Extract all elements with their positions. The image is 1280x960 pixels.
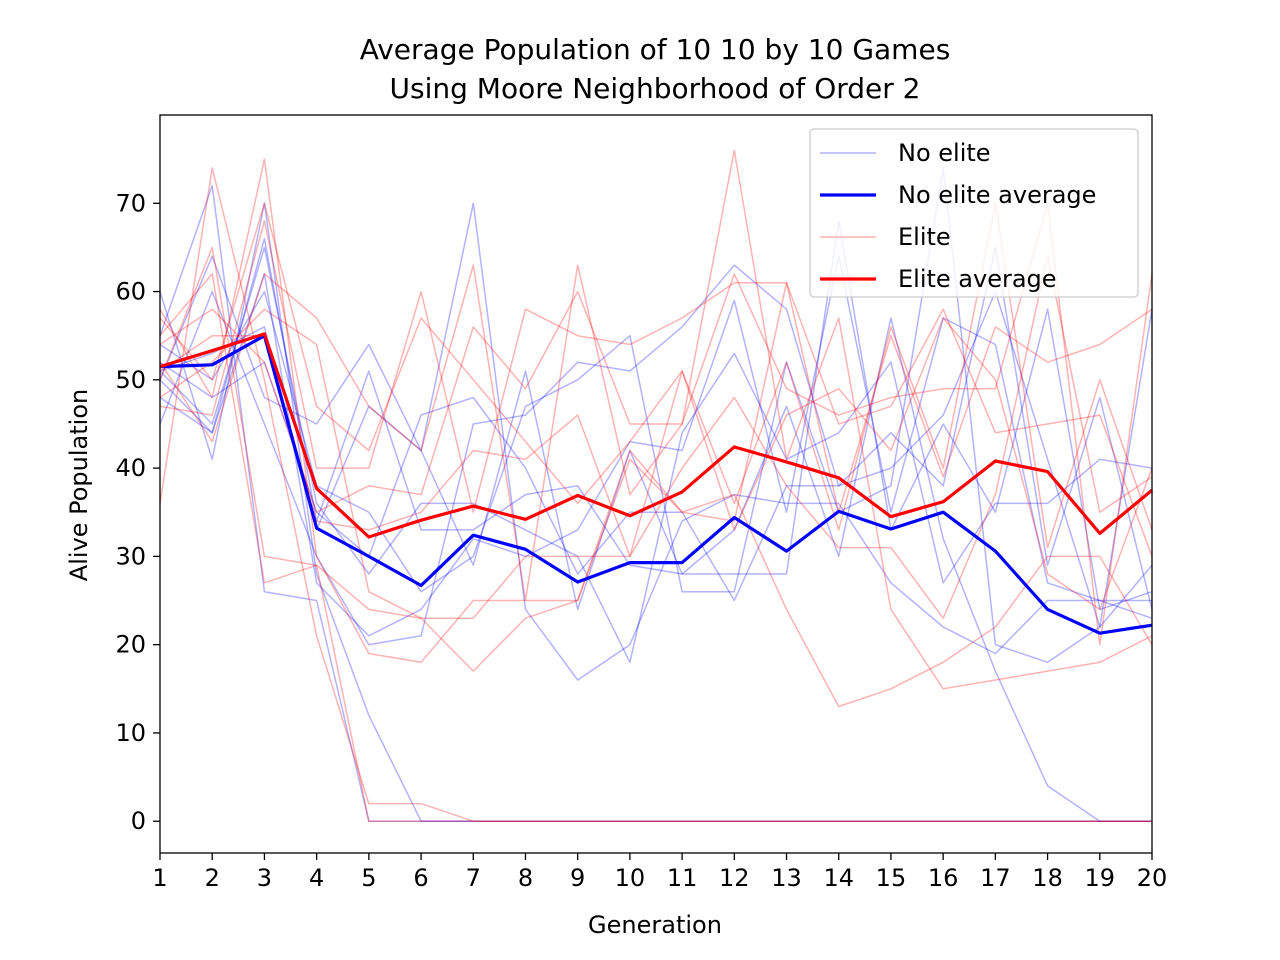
x-tick-label: 2 <box>205 864 220 892</box>
series-lines <box>159 149 1153 822</box>
elite-run-line-7 <box>159 220 1153 557</box>
legend-label: No elite average <box>898 181 1096 209</box>
x-tick-label: 8 <box>518 864 533 892</box>
x-tick-label: 13 <box>771 864 802 892</box>
elite-run-line-4 <box>159 149 1153 690</box>
x-tick-label: 16 <box>928 864 959 892</box>
elite-run-line-2 <box>159 158 1153 708</box>
no-elite-run-line-7 <box>159 167 1153 664</box>
x-tick-label: 17 <box>980 864 1011 892</box>
y-tick-label: 50 <box>115 366 146 394</box>
elite-run-line-5 <box>159 255 1153 619</box>
x-tick-label: 3 <box>257 864 272 892</box>
legend-label: No elite <box>898 139 991 167</box>
average-lines <box>159 332 1154 635</box>
x-tick-label: 1 <box>152 864 167 892</box>
x-tick-label: 12 <box>719 864 750 892</box>
no-elite-run-line-2 <box>159 184 1152 822</box>
x-tick-label: 14 <box>823 864 854 892</box>
elite-run-line-8 <box>159 202 1153 646</box>
elite-run-line-3 <box>159 246 1152 822</box>
no-elite-run-line-6 <box>159 246 1153 664</box>
legend: No elite No elite average Elite Elite avera… <box>809 128 1139 298</box>
legend-label: Elite <box>898 223 951 251</box>
y-tick-label: 0 <box>131 807 146 835</box>
x-tick-label: 18 <box>1032 864 1063 892</box>
elite-average-line <box>159 332 1154 539</box>
no-elite-average-line <box>159 334 1153 635</box>
y-tick-label: 40 <box>115 454 146 482</box>
x-tick-label: 4 <box>309 864 324 892</box>
y-axis: 0 10 20 30 40 50 60 70 <box>115 189 160 835</box>
y-tick-label: 30 <box>115 542 146 570</box>
elite-run-line-10 <box>159 202 1153 611</box>
x-tick-label: 20 <box>1137 864 1168 892</box>
y-tick-label: 20 <box>115 631 146 659</box>
elite-run-line-6 <box>159 281 1153 672</box>
no-elite-run-line-8 <box>159 220 1153 611</box>
chart-subtitle: Using Moore Neighborhood of Order 2 <box>390 72 921 105</box>
no-elite-run-line-5 <box>159 255 1153 637</box>
x-axis-label: Generation <box>588 911 722 939</box>
y-tick-label: 70 <box>115 189 146 217</box>
no-elite-run-line-4 <box>159 202 1152 681</box>
elite-run-line-1 <box>159 167 1152 822</box>
x-tick-label: 6 <box>413 864 428 892</box>
no-elite-run-line-10 <box>159 237 1152 822</box>
y-tick-label: 10 <box>115 719 146 747</box>
x-tick-label: 15 <box>876 864 907 892</box>
legend-label: Elite average <box>898 265 1057 293</box>
x-tick-label: 5 <box>361 864 376 892</box>
no-elite-run-line-1 <box>159 202 1152 822</box>
y-tick-label: 60 <box>115 278 146 306</box>
no-elite-run-line-9 <box>159 290 1153 628</box>
legend-box <box>809 128 1139 298</box>
chart-title: Average Population of 10 10 by 10 Games <box>360 33 951 66</box>
x-tick-label: 10 <box>615 864 646 892</box>
plot-area-frame <box>159 114 1153 854</box>
x-tick-label: 19 <box>1085 864 1116 892</box>
x-tick-label: 9 <box>570 864 585 892</box>
x-tick-label: 7 <box>466 864 481 892</box>
x-axis: 1 2 3 4 5 6 7 8 9 10 11 12 13 14 15 16 17 18 19 20 <box>152 853 1167 892</box>
x-tick-label: 11 <box>667 864 698 892</box>
y-axis-label: Alive Population <box>65 389 93 581</box>
